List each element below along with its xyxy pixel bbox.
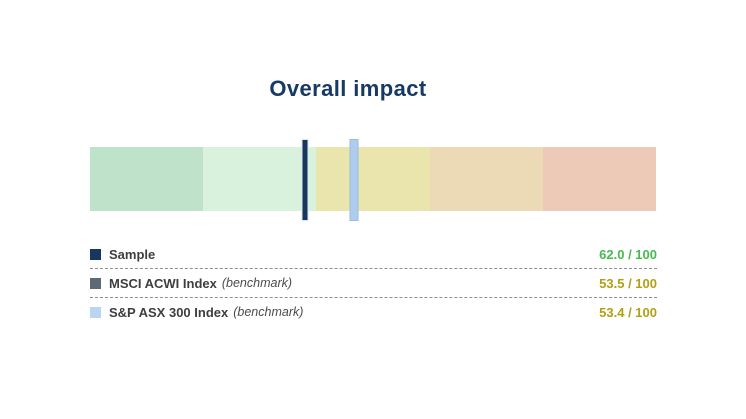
impact-scale-bar — [90, 147, 657, 211]
legend-label: Sample — [109, 246, 156, 262]
scale-band-80-100 — [90, 147, 204, 211]
scale-band-40-60 — [316, 147, 430, 211]
benchmark-note: (benchmark) — [221, 276, 293, 290]
legend-row-sample: Sample 62.0 / 100 — [90, 240, 657, 269]
legend-label: MSCI ACWI Index — [109, 275, 217, 291]
sp-asx-300-benchmark-marker — [350, 140, 358, 220]
scale-band-20-40 — [429, 147, 543, 211]
sp-asx-300-swatch — [90, 306, 101, 318]
legend-value: 53.5 / 100 — [599, 275, 657, 291]
chart-title: Overall impact — [269, 76, 427, 101]
scale-band-0-20 — [542, 147, 657, 211]
legend-label: S&P ASX 300 Index — [109, 304, 229, 320]
legend-row-sp-asx-300: S&P ASX 300 Index (benchmark) 53.4 / 100 — [90, 298, 657, 326]
scale-band-60-80 — [203, 147, 317, 211]
sample-marker — [302, 140, 308, 220]
legend-value: 62.0 / 100 — [599, 246, 657, 262]
impact-scale — [90, 140, 657, 220]
legend-value: 53.4 / 100 — [599, 304, 657, 320]
legend-row-msci-acwi: MSCI ACWI Index (benchmark) 53.5 / 100 — [90, 269, 657, 298]
sample-swatch — [90, 248, 101, 260]
benchmark-note: (benchmark) — [233, 305, 304, 319]
legend: Sample 62.0 / 100 MSCI ACWI Index (bench… — [90, 240, 657, 326]
msci-acwi-swatch — [90, 277, 101, 289]
